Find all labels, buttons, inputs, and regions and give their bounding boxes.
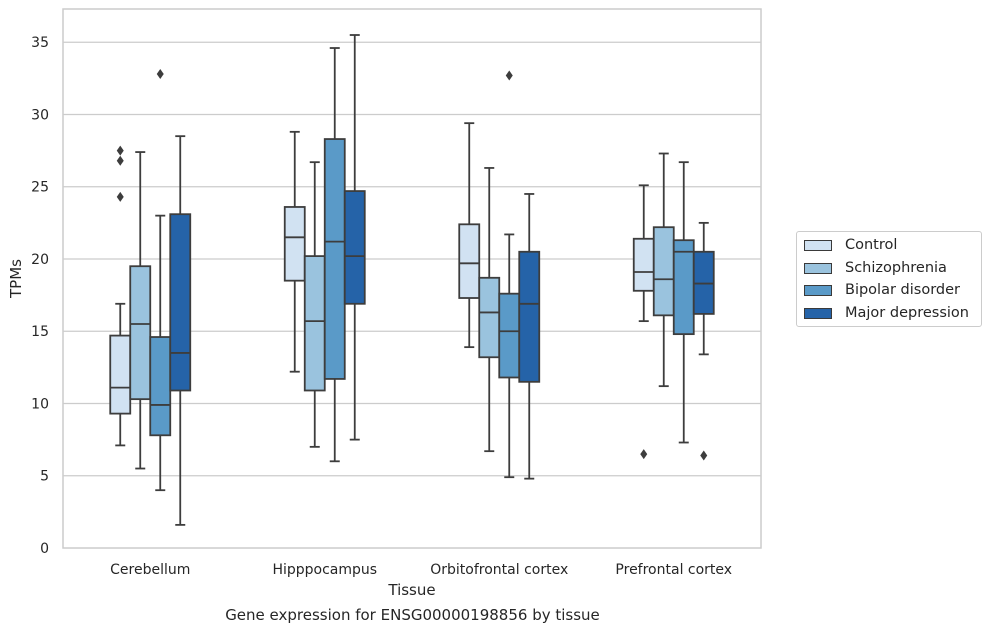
x-axis-title: Tissue (387, 581, 435, 599)
box-body (303, 255, 326, 392)
box-groups (109, 34, 715, 526)
y-tick-label: 30 (31, 107, 49, 123)
box-body (478, 276, 501, 359)
box-schizophrenia (652, 152, 675, 388)
y-tick-label: 15 (31, 324, 49, 340)
outlier-point (505, 70, 513, 81)
box-control (283, 130, 306, 373)
legend-label: Major depression (845, 305, 969, 321)
plot-frame (62, 8, 762, 549)
box-schizophrenia (303, 161, 326, 448)
y-axis-ticks: 0 5 10 15 20 25 30 35 (31, 35, 49, 557)
box-body (343, 190, 366, 305)
y-tick-label: 25 (31, 180, 49, 196)
legend-label: Control (845, 237, 898, 253)
legend-swatch (804, 262, 832, 274)
chart-caption: Gene expression for ENSG00000198856 by t… (225, 606, 600, 624)
legend-item-control: Control (804, 235, 897, 255)
box-body (149, 336, 172, 437)
box-major-depression (169, 135, 192, 526)
box-body (458, 223, 481, 299)
box-bipolar-disorder (672, 161, 695, 444)
box-body (109, 334, 132, 415)
box-bipolar-disorder (323, 47, 346, 463)
x-tick-label: Prefrontal cortex (615, 562, 732, 578)
legend-item-major-depression: Major depression (804, 303, 969, 323)
box-control (632, 184, 655, 460)
x-tick-label: Hipppocampus (272, 562, 377, 578)
legend-swatch (804, 284, 832, 296)
legend-label: Bipolar disorder (845, 282, 960, 298)
box-schizophrenia (478, 167, 501, 453)
box-bipolar-disorder (149, 69, 172, 492)
outlier-point (116, 191, 124, 202)
y-tick-label: 20 (31, 252, 49, 268)
y-tick-label: 0 (40, 541, 49, 557)
box-body (169, 213, 192, 392)
box-body (518, 250, 541, 383)
box-major-depression (343, 34, 366, 441)
box-body (672, 239, 695, 336)
outlier-point (700, 450, 708, 461)
box-body (129, 265, 152, 401)
legend-label: Schizophrenia (845, 260, 947, 276)
box-major-depression (692, 221, 715, 461)
box-body (632, 237, 655, 292)
legend-item-bipolar-disorder: Bipolar disorder (804, 280, 960, 300)
box-bipolar-disorder (498, 70, 521, 479)
outlier-point (116, 155, 124, 166)
y-axis-title: TPMs (7, 259, 25, 299)
box-control (458, 122, 481, 349)
outlier-point (116, 145, 124, 156)
legend: Control Schizophrenia Bipolar disorder M… (796, 231, 982, 327)
box-body (283, 206, 306, 282)
outlier-point (156, 69, 164, 80)
x-axis-ticks: Cerebellum Hipppocampus Orbitofrontal cort… (110, 562, 732, 578)
y-tick-label: 10 (31, 396, 49, 412)
y-tick-label: 5 (40, 469, 49, 485)
box-body (498, 292, 521, 379)
legend-swatch (804, 239, 832, 251)
box-major-depression (518, 193, 541, 480)
outlier-point (640, 449, 648, 460)
box-body (652, 226, 675, 317)
x-tick-label: Cerebellum (110, 562, 190, 578)
x-tick-label: Orbitofrontal cortex (430, 562, 568, 578)
box-schizophrenia (129, 151, 152, 470)
box-body (323, 138, 346, 380)
legend-item-schizophrenia: Schizophrenia (804, 258, 947, 278)
legend-swatch (804, 307, 832, 319)
y-tick-label: 35 (31, 35, 49, 51)
box-control (109, 145, 132, 447)
